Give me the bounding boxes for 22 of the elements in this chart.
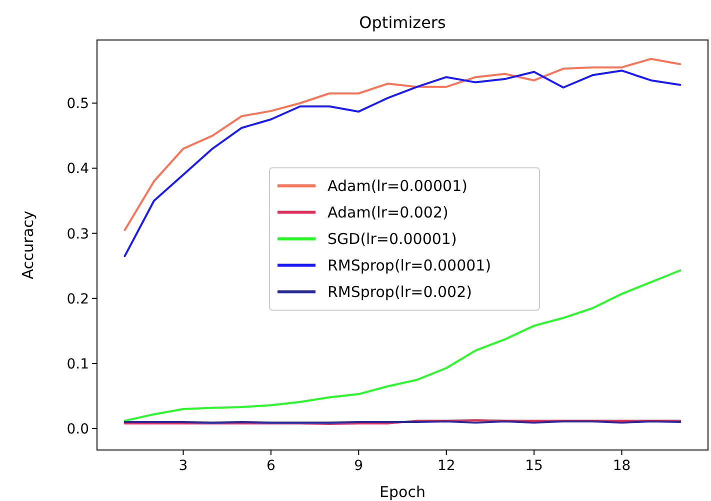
legend-label: SGD(lr=0.00001) (328, 230, 457, 248)
x-axis-title: Epoch (380, 483, 426, 501)
x-tick-label: 9 (354, 458, 364, 474)
x-tick-label: 3 (178, 458, 188, 474)
y-tick-label: 0.5 (66, 96, 89, 112)
x-tick-label: 15 (525, 458, 543, 474)
x-tick-label: 12 (437, 458, 456, 474)
y-tick-label: 0.2 (66, 291, 89, 308)
legend-label: RMSprop(lr=0.002) (328, 282, 472, 301)
line-series (124, 58, 682, 232)
y-tick-label: 0.0 (66, 422, 89, 438)
x-tick-label: 6 (266, 458, 276, 474)
legend-label: RMSprop(lr=0.00001) (328, 256, 492, 274)
x-tick-label: 18 (612, 458, 631, 474)
legend-label: Adam(lr=0.00001) (328, 176, 468, 195)
line-series (124, 70, 682, 258)
y-tick-label: 0.4 (66, 161, 90, 178)
y-axis-title: Accuracy (19, 210, 37, 280)
y-tick-label: 0.1 (66, 356, 89, 372)
y-tick-label: 0.3 (66, 226, 89, 242)
chart-title: Optimizers (359, 13, 446, 32)
legend-label: Adam(lr=0.002) (328, 203, 448, 222)
